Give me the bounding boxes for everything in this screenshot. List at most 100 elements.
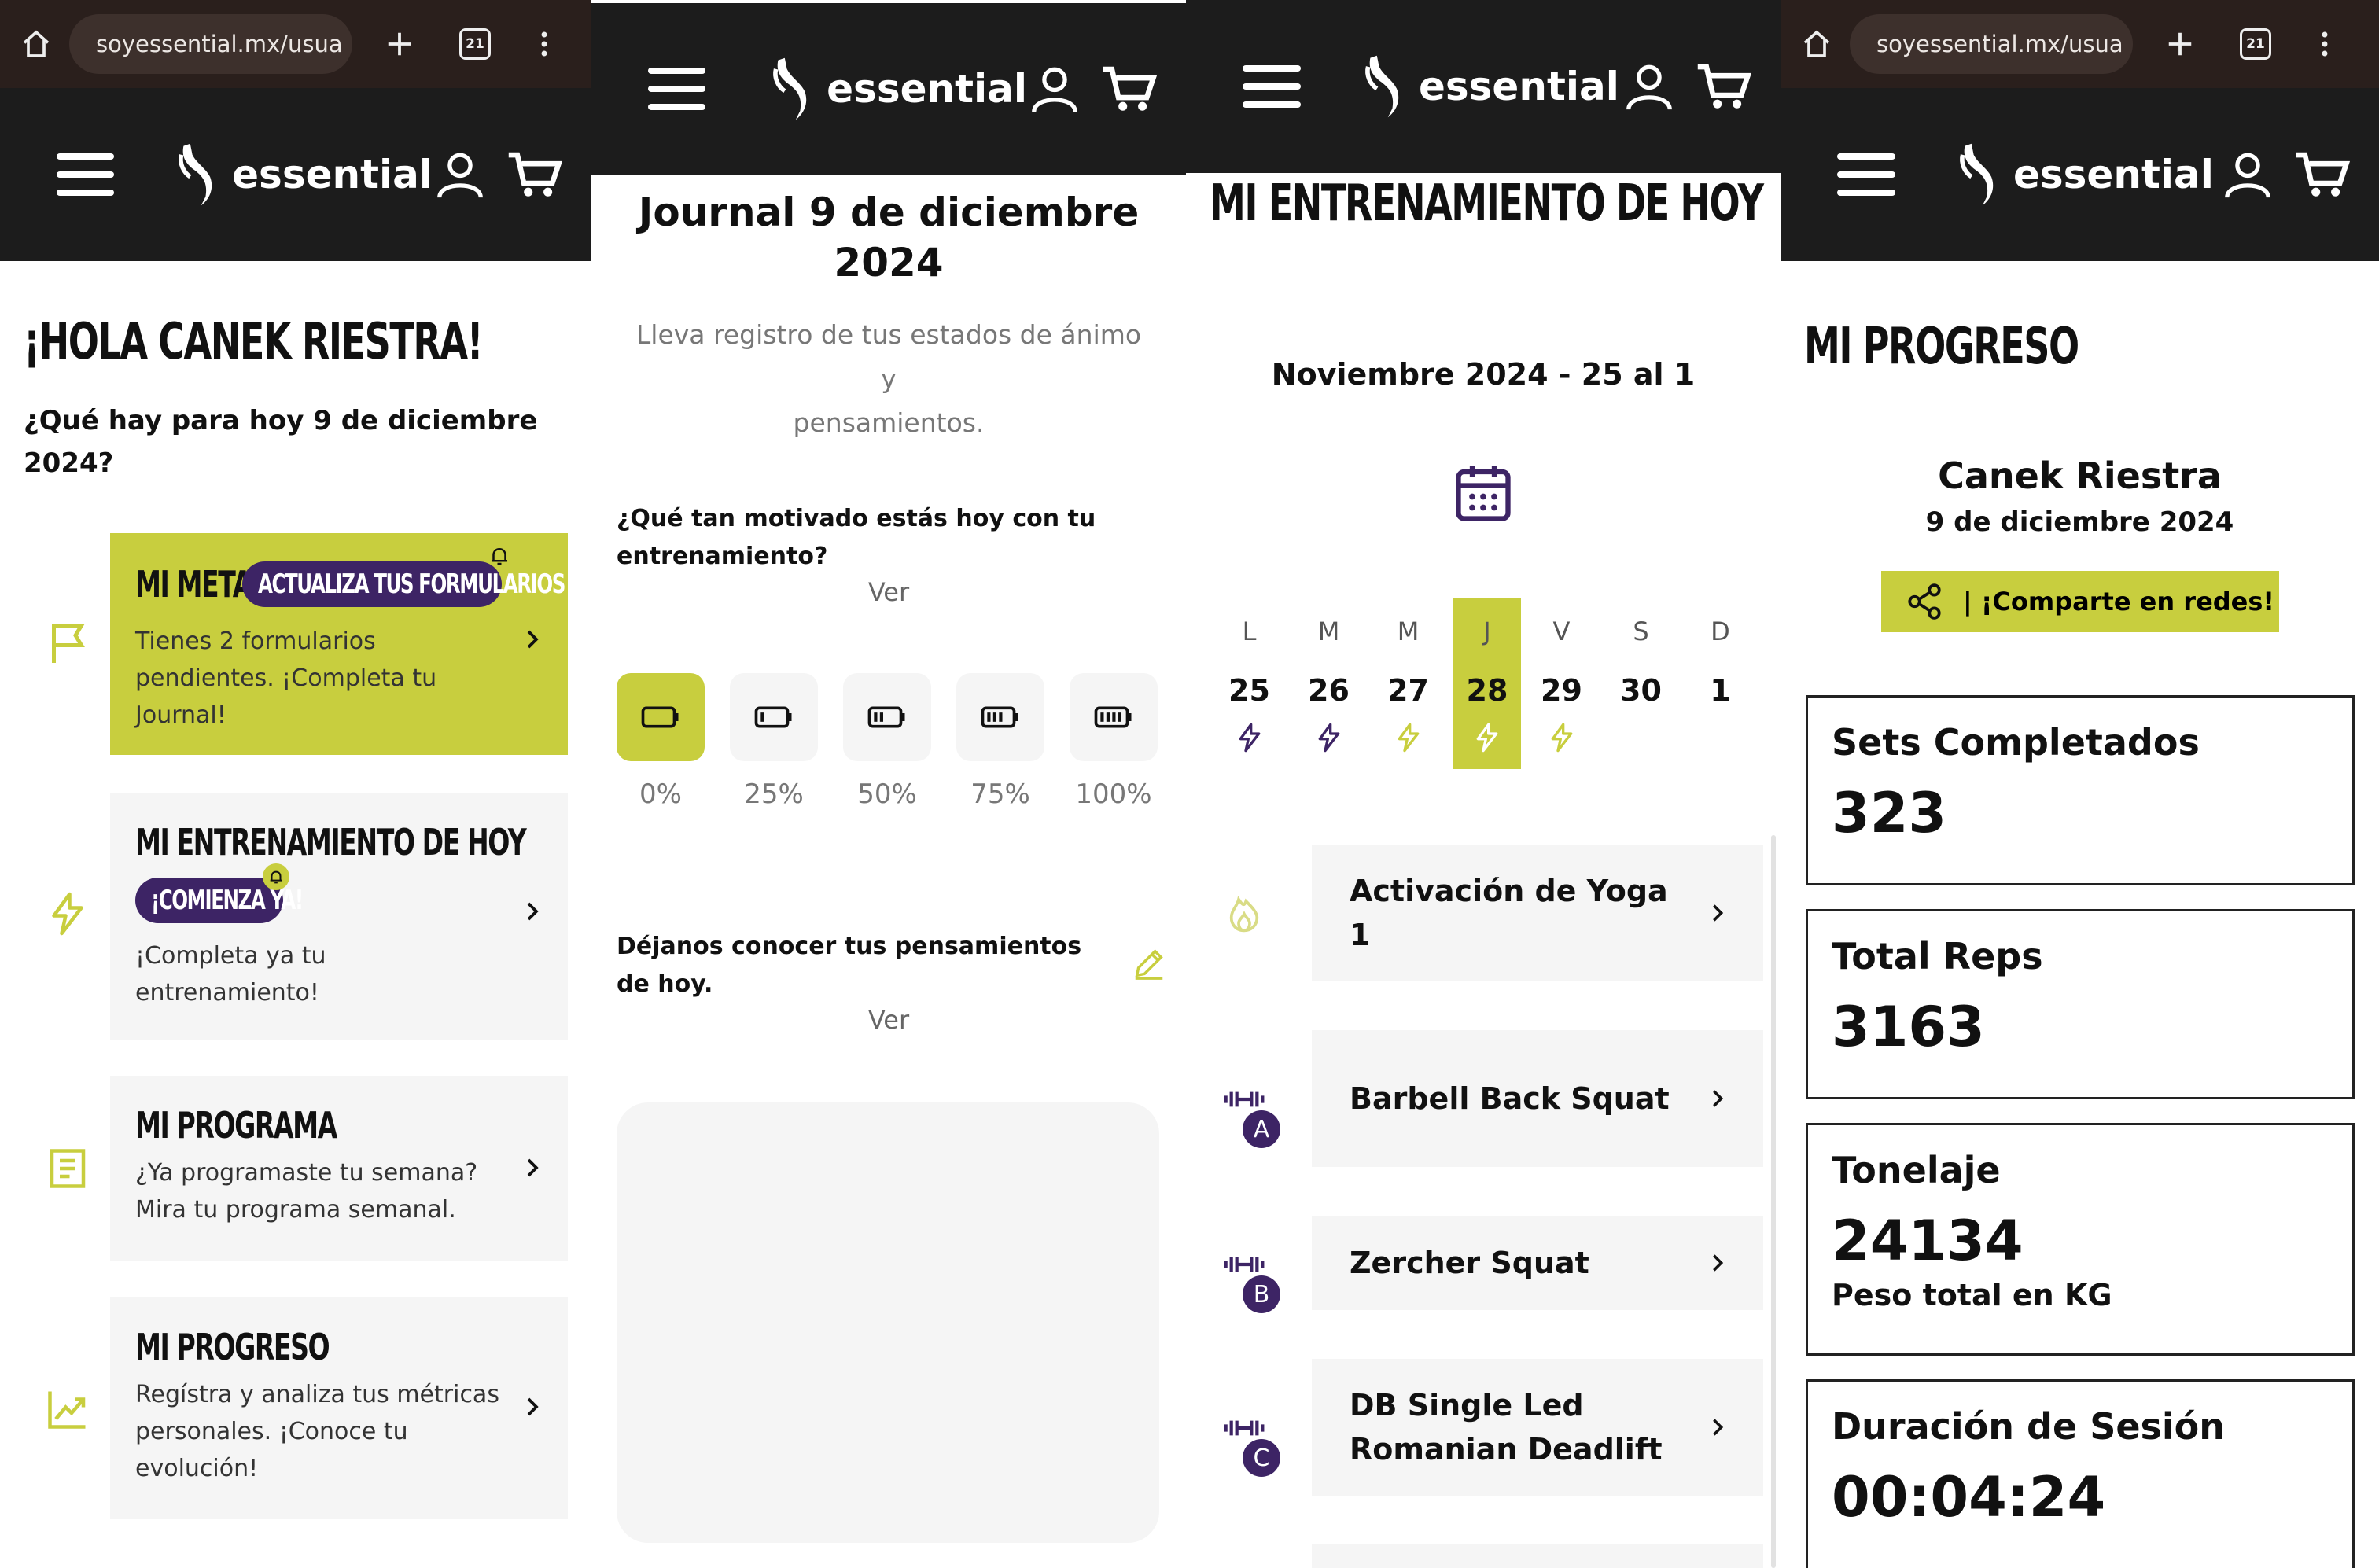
meta-card-title: MI META [135,563,252,605]
day-27[interactable]: M 27 [1368,598,1448,769]
share-button[interactable]: | ¡Comparte en redes! [1881,571,2279,632]
address-bar[interactable]: soyessential.mx/usua [1850,14,2133,74]
day-29[interactable]: V 29 [1522,598,1601,769]
today-question: ¿Qué hay para hoy 9 de diciembre 2024? [24,405,538,479]
journal-subtitle-line: pensamientos. [793,407,985,438]
mood-option-25[interactable]: 25% [730,673,818,810]
chevron-right-icon [527,1397,539,1416]
battery-empty-icon [641,706,679,728]
tab-switcher-button[interactable]: 21 [2237,25,2274,63]
meta-card[interactable]: MI META ACTUALIZA TUS FORMULARIOS Tienes… [110,533,568,755]
exercise-name: Activación de Yoga 1 [1350,874,1668,952]
new-tab-icon[interactable] [381,25,418,63]
entrenamiento-card-desc: ¡Completa ya tu entrenamiento! [135,942,326,1007]
menu-icon[interactable] [1243,65,1301,108]
mood-label: 25% [744,778,804,810]
stat-card-duracion: Duración de Sesión 00:04:24 [1806,1379,2355,1568]
day-number: 27 [1387,673,1429,708]
day-letter: D [1711,617,1730,646]
dumbbell-icon [1224,1091,1265,1107]
programa-card[interactable]: MI PROGRAMA ¿Ya programaste tu semana? M… [110,1076,568,1261]
training-title: MI ENTRENAMIENTO DE HOY [1210,175,1764,233]
day-30[interactable]: S 30 [1601,598,1681,769]
scrollbar[interactable] [1771,835,1776,1568]
cart-icon[interactable] [2294,148,2351,201]
user-icon[interactable] [433,147,488,202]
mood-label: 75% [970,778,1030,810]
more-options-icon[interactable] [2306,25,2344,63]
exercise-row[interactable]: Activación de Yoga 1 [1312,845,1763,981]
home-screen: soyessential.mx/usua 21 essential ¡HOLA … [0,0,591,1568]
exercise-row[interactable]: Barbell Back Squat [1312,1030,1763,1167]
day-26[interactable]: M 26 [1289,598,1368,769]
tab-count: 21 [459,28,491,60]
stat-card-tonelaje: Tonelaje 24134 Peso total en KG [1806,1123,2355,1356]
day-letter: V [1552,617,1571,646]
pencil-icon[interactable] [1131,945,1167,981]
home-icon[interactable] [17,25,55,63]
new-tab-icon[interactable] [2161,25,2199,63]
exercise-row-partial[interactable] [1312,1544,1763,1568]
menu-icon[interactable] [1837,153,1895,196]
day-25[interactable]: L 25 [1210,598,1289,769]
greeting-title: ¡HOLA CANEK RIESTRA! [24,313,484,371]
exercise-row[interactable]: Zercher Squat [1312,1216,1763,1310]
exercise-row[interactable]: DB Single Led Romanian Deadlift [1312,1359,1763,1496]
brand-name: essential [827,66,1027,112]
programa-card-desc: ¿Ya programaste tu semana? Mira tu progr… [135,1159,478,1224]
chevron-right-icon [527,630,539,649]
motivation-ver-link[interactable]: Ver [867,577,910,607]
battery-quarter-icon [754,706,792,728]
day-letter: L [1242,617,1257,646]
exercise-name: Barbell Back Squat [1350,1081,1670,1116]
brand-logo[interactable]: essential [772,56,1027,122]
week-label: Noviembre 2024 - 25 al 1 [1271,357,1696,392]
meta-card-pill[interactable]: ACTUALIZA TUS FORMULARIOS [242,561,565,607]
stat-label: Duración de Sesión [1832,1405,2226,1448]
mood-option-100[interactable]: 100% [1070,673,1158,810]
exercise-name: DB Single Led Romanian Deadlift [1350,1388,1663,1467]
cart-icon[interactable] [506,148,563,201]
home-icon[interactable] [1798,25,1836,63]
user-icon[interactable] [1027,61,1082,116]
week-day-selector: L 25 M 26 M 27 J 28 V 29 [1210,598,1760,769]
entrenamiento-card-pill[interactable]: ¡COMIENZA YA! [135,863,304,923]
app-header: essential [591,0,1186,175]
cart-icon[interactable] [1101,62,1158,116]
thoughts-textarea[interactable] [617,1102,1159,1543]
calendar-icon[interactable] [1450,461,1516,527]
menu-icon[interactable] [648,68,706,110]
exercise-name: Zercher Squat [1350,1246,1589,1280]
brand-logo[interactable]: essential [1364,53,1619,120]
stat-card-sets: Sets Completados 323 [1806,695,2355,885]
day-28-selected[interactable]: J 28 [1453,598,1521,769]
thoughts-ver-link[interactable]: Ver [867,1005,910,1035]
motivation-options: 0% 25% 50% 75% 100% [617,673,1158,810]
app-header: essential [0,88,591,261]
programa-card-title: MI PROGRAMA [135,1104,337,1147]
day-letter: J [1483,617,1491,646]
stat-label: Total Reps [1832,935,2043,977]
cart-icon[interactable] [1696,60,1752,113]
progress-screen: soyessential.mx/usua 21 essential MI PRO… [1781,0,2379,1568]
user-icon[interactable] [2220,147,2275,202]
more-options-icon[interactable] [525,25,563,63]
flag-icon [52,624,85,663]
training-screen: essential MI ENTRENAMIENTO DE HOY Noviem… [1186,0,1781,1568]
mood-option-75[interactable]: 75% [956,673,1044,810]
progreso-card[interactable]: MI PROGRESO Regístra y analiza tus métri… [110,1297,568,1519]
day-number: 30 [1620,673,1662,708]
tab-count: 21 [2240,28,2271,60]
brand-logo[interactable]: essential [1958,142,2214,208]
mood-option-0[interactable]: 0% [617,673,705,810]
user-icon[interactable] [1622,59,1677,114]
tab-switcher-button[interactable]: 21 [456,25,494,63]
day-1[interactable]: D 1 [1681,598,1760,769]
brand-logo[interactable]: essential [177,142,433,208]
address-bar[interactable]: soyessential.mx/usua [69,14,352,74]
chevron-right-icon [1713,1419,1724,1436]
menu-icon[interactable] [57,153,115,196]
mood-option-50[interactable]: 50% [843,673,931,810]
entrenamiento-card[interactable]: MI ENTRENAMIENTO DE HOY ¡COMIENZA YA! ¡C… [110,793,568,1040]
day-letter: S [1633,617,1649,646]
